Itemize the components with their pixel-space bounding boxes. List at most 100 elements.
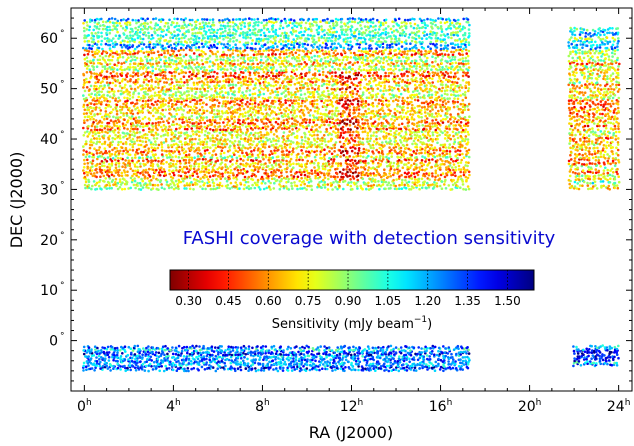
coverage-point — [320, 124, 323, 127]
coverage-point — [386, 164, 389, 168]
coverage-point — [388, 172, 391, 175]
coverage-point — [459, 134, 463, 138]
coverage-point — [448, 161, 452, 165]
coverage-point — [303, 61, 307, 64]
coverage-point — [241, 91, 244, 94]
coverage-point — [361, 97, 364, 101]
coverage-point — [359, 184, 363, 188]
coverage-point — [332, 78, 335, 81]
coverage-point — [193, 108, 196, 112]
coverage-point — [275, 142, 278, 146]
coverage-point — [355, 185, 359, 188]
coverage-point — [192, 147, 195, 150]
coverage-point — [108, 152, 111, 156]
coverage-point — [437, 109, 440, 113]
coverage-point — [236, 150, 240, 153]
coverage-point — [319, 137, 322, 141]
coverage-point — [110, 74, 114, 78]
coverage-point — [108, 187, 111, 190]
coverage-point — [451, 80, 454, 84]
coverage-point — [421, 141, 425, 144]
coverage-point — [466, 105, 469, 108]
coverage-point — [384, 71, 387, 75]
coverage-point — [444, 125, 448, 128]
coverage-point — [171, 155, 174, 159]
coverage-point — [327, 177, 330, 181]
coverage-point — [223, 84, 226, 87]
coverage-point — [433, 181, 436, 184]
coverage-point — [369, 128, 372, 131]
coverage-point — [132, 172, 136, 176]
coverage-point — [422, 94, 426, 97]
coverage-point — [443, 105, 447, 109]
coverage-point — [212, 169, 216, 172]
coverage-point — [203, 182, 206, 185]
coverage-point — [404, 186, 408, 190]
coverage-point — [338, 180, 341, 183]
coverage-point — [366, 122, 370, 125]
coverage-point — [171, 162, 175, 166]
coverage-point — [206, 90, 210, 93]
coverage-point — [452, 178, 455, 182]
coverage-point — [88, 88, 91, 91]
coverage-point — [257, 109, 260, 113]
coverage-point — [405, 100, 409, 104]
coverage-point — [108, 134, 111, 138]
coverage-point — [220, 184, 224, 188]
coverage-point — [136, 181, 139, 185]
coverage-point — [152, 87, 155, 91]
coverage-point — [281, 103, 285, 106]
coverage-point — [177, 100, 181, 103]
coverage-point — [217, 112, 221, 115]
coverage-point — [201, 158, 205, 161]
coverage-point — [239, 113, 242, 116]
coverage-point — [274, 162, 278, 165]
coverage-point — [464, 84, 467, 88]
coverage-point — [138, 139, 142, 143]
coverage-point — [411, 127, 415, 131]
coverage-point — [314, 64, 317, 68]
coverage-point — [456, 161, 460, 165]
coverage-point — [423, 111, 427, 114]
coverage-point — [404, 175, 408, 179]
coverage-point — [406, 78, 410, 82]
coverage-point — [350, 137, 353, 140]
coverage-point — [322, 155, 326, 159]
coverage-point — [329, 126, 333, 130]
coverage-point — [456, 128, 459, 131]
coverage-point — [277, 175, 281, 179]
coverage-point — [361, 91, 365, 94]
coverage-point — [182, 115, 185, 119]
coverage-point — [388, 88, 392, 91]
coverage-point — [95, 94, 98, 97]
coverage-point — [98, 97, 102, 100]
coverage-point — [218, 181, 222, 185]
coverage-point — [179, 106, 183, 109]
coverage-point — [279, 100, 283, 104]
coverage-point — [265, 103, 268, 107]
coverage-point — [160, 125, 163, 129]
coverage-point — [180, 100, 183, 104]
coverage-point — [431, 119, 434, 122]
coverage-point — [182, 179, 185, 183]
coverage-point — [249, 131, 253, 135]
coverage-point — [236, 133, 240, 136]
coverage-point — [91, 134, 95, 138]
coverage-point — [409, 113, 412, 116]
coverage-point — [261, 177, 265, 181]
coverage-point — [356, 119, 360, 122]
coverage-point — [82, 134, 86, 137]
coverage-point — [375, 110, 378, 113]
coverage-point — [136, 169, 140, 172]
coverage-point — [350, 149, 354, 153]
coverage-point — [231, 110, 235, 113]
coverage-point — [447, 136, 450, 139]
coverage-point — [294, 119, 298, 122]
coverage-point — [449, 89, 453, 92]
coverage-point — [467, 81, 471, 84]
coverage-point — [295, 64, 298, 67]
coverage-point — [301, 187, 304, 190]
coverage-point — [190, 143, 194, 147]
coverage-point — [122, 169, 126, 172]
coverage-point — [236, 102, 239, 106]
